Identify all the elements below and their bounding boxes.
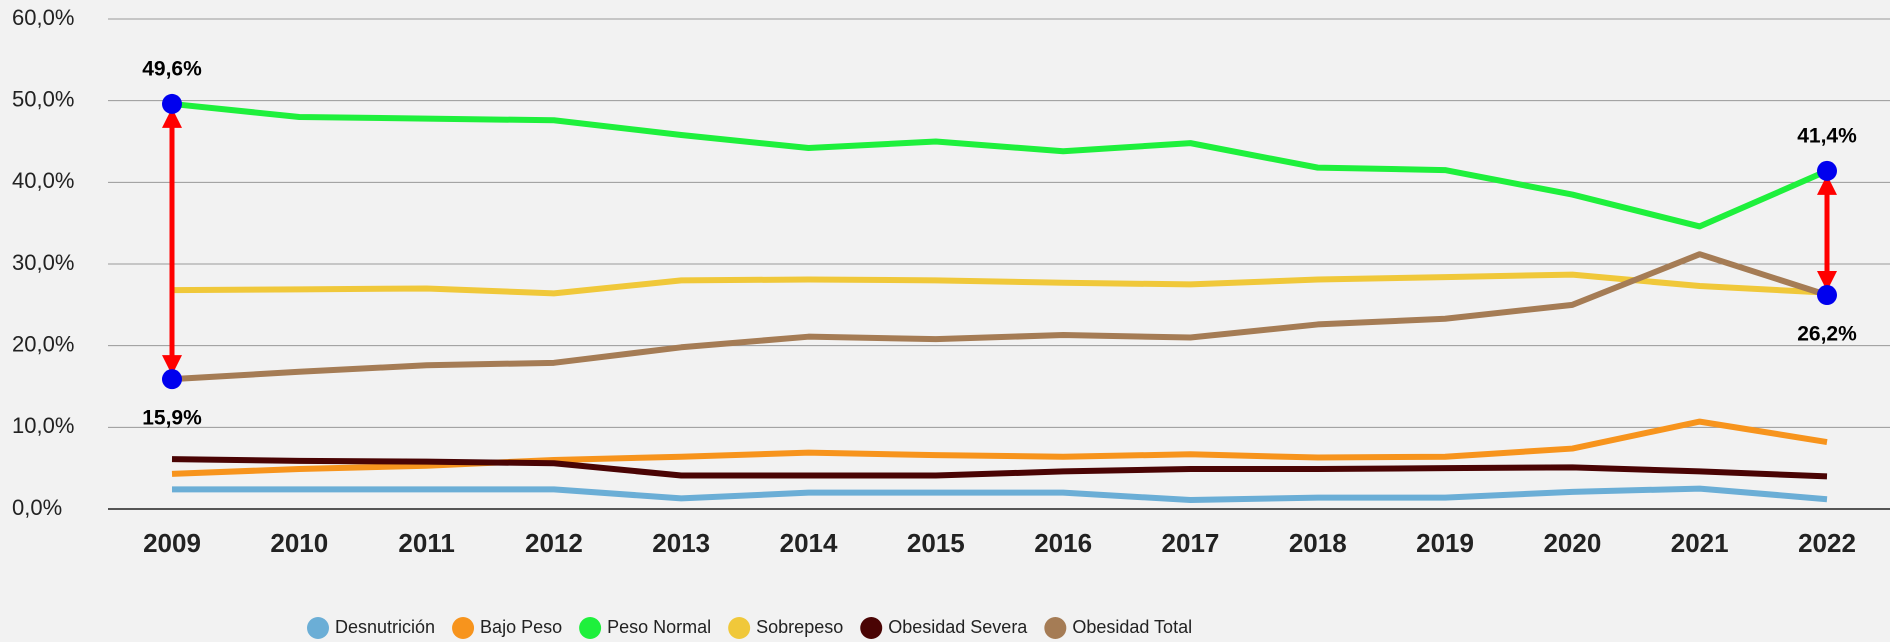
x-tick-label: 2011 bbox=[398, 528, 454, 558]
x-tick-label: 2015 bbox=[907, 528, 965, 558]
legend-marker bbox=[452, 617, 475, 639]
x-tick-label: 2016 bbox=[1034, 528, 1092, 558]
series-line bbox=[172, 485, 1828, 504]
x-tick-label: 2018 bbox=[1289, 528, 1347, 558]
y-tick-label: 60,0% bbox=[12, 5, 74, 30]
y-tick-label: 0,0% bbox=[12, 495, 62, 520]
y-tick-label: 10,0% bbox=[12, 413, 74, 438]
annotation-marker bbox=[1817, 160, 1837, 181]
y-tick-label: 40,0% bbox=[12, 168, 74, 193]
x-tick-label: 2021 bbox=[1671, 528, 1729, 558]
legend-label: Obesidad Severa bbox=[888, 617, 1028, 637]
x-tick-label: 2022 bbox=[1798, 528, 1856, 558]
x-tick-label: 2010 bbox=[270, 528, 328, 558]
legend-marker bbox=[1044, 617, 1067, 639]
x-tick-label: 2013 bbox=[652, 528, 710, 558]
annotation-label: 26,2% bbox=[1797, 323, 1857, 346]
annotation-label: 41,4% bbox=[1797, 124, 1857, 147]
series-line bbox=[171, 100, 1829, 230]
annotation-marker bbox=[162, 369, 182, 390]
legend-label: Peso Normal bbox=[607, 617, 711, 637]
y-tick-label: 20,0% bbox=[12, 331, 74, 356]
legend-marker bbox=[860, 617, 883, 639]
x-tick-label: 2019 bbox=[1416, 528, 1474, 558]
legend-label: Obesidad Total bbox=[1072, 617, 1192, 637]
legend-marker bbox=[307, 617, 329, 639]
annotation-label: 49,6% bbox=[142, 57, 202, 80]
x-tick-label: 2009 bbox=[143, 528, 201, 558]
x-tick-label: 2014 bbox=[780, 528, 838, 558]
series-line bbox=[171, 271, 1828, 297]
legend-marker bbox=[728, 617, 751, 639]
y-tick-label: 50,0% bbox=[12, 86, 74, 111]
annotation-label: 15,9% bbox=[142, 407, 202, 430]
x-tick-label: 2012 bbox=[525, 528, 583, 558]
annotation-marker bbox=[1817, 285, 1837, 306]
legend-label: Desnutrición bbox=[335, 617, 435, 637]
legend-label: Sobrepeso bbox=[756, 617, 843, 637]
legend-label: Bajo Peso bbox=[480, 617, 562, 637]
y-tick-label: 30,0% bbox=[12, 250, 74, 275]
series-line bbox=[171, 251, 1828, 383]
x-tick-label: 2020 bbox=[1543, 528, 1601, 558]
series-line bbox=[171, 456, 1828, 480]
x-tick-label: 2017 bbox=[1162, 528, 1220, 558]
legend-marker bbox=[579, 617, 602, 639]
annotation-marker bbox=[162, 93, 182, 114]
